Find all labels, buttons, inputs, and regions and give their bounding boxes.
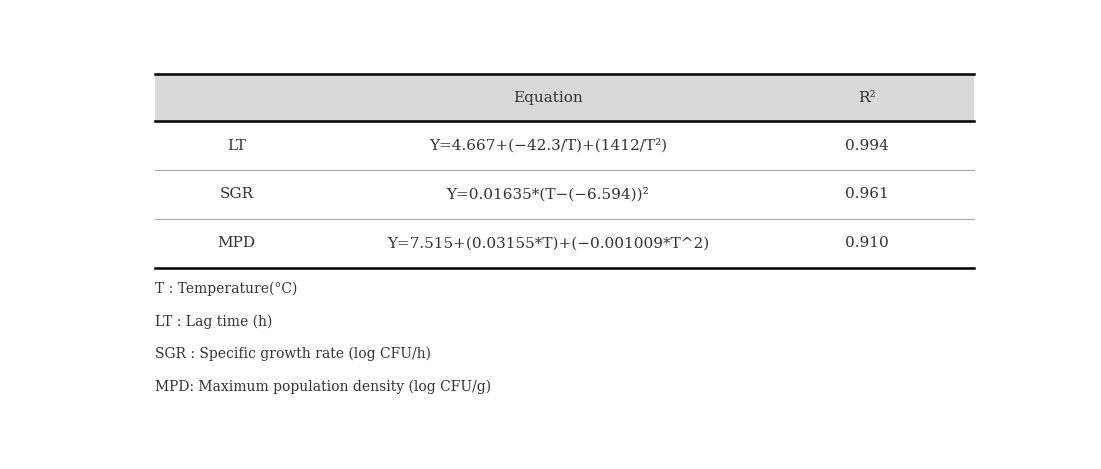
Text: Y=4.667+(−42.3/T)+(1412/T²): Y=4.667+(−42.3/T)+(1412/T²) — [428, 138, 667, 153]
Text: R²: R² — [859, 91, 876, 105]
Text: Y=7.515+(0.03155*T)+(−0.001009*T^2): Y=7.515+(0.03155*T)+(−0.001009*T^2) — [386, 236, 709, 250]
FancyBboxPatch shape — [154, 75, 973, 121]
Text: Y=0.01635*(T−(−6.594))²: Y=0.01635*(T−(−6.594))² — [447, 187, 650, 202]
Text: 0.910: 0.910 — [846, 236, 890, 250]
Text: Equation: Equation — [513, 91, 582, 105]
Text: T : Temperature(°C): T : Temperature(°C) — [154, 282, 297, 296]
Text: MPD: MPD — [218, 236, 255, 250]
Text: SGR: SGR — [219, 188, 253, 201]
Text: LT: LT — [227, 139, 247, 153]
Text: 0.961: 0.961 — [846, 188, 890, 201]
Text: 0.994: 0.994 — [846, 139, 890, 153]
Text: MPD: Maximum population density (log CFU/g): MPD: Maximum population density (log CFU… — [154, 379, 491, 394]
Text: LT : Lag time (h): LT : Lag time (h) — [154, 315, 272, 329]
Text: SGR : Specific growth rate (log CFU/h): SGR : Specific growth rate (log CFU/h) — [154, 347, 430, 362]
